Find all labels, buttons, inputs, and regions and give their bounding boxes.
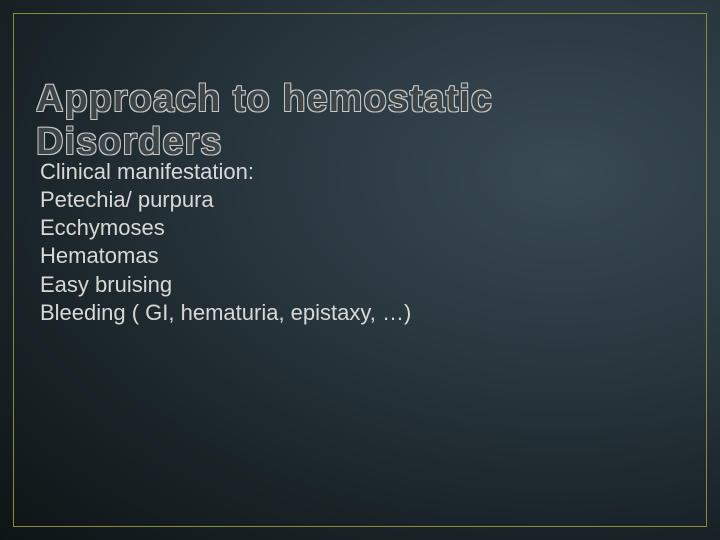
body-line: Easy bruising bbox=[40, 271, 680, 299]
body-line: Bleeding ( GI, hematuria, epistaxy, …) bbox=[40, 299, 680, 327]
body-line: Petechia/ purpura bbox=[40, 186, 680, 214]
body-line: Clinical manifestation: bbox=[40, 158, 680, 186]
slide: Approach to hemostatic Disorders Clinica… bbox=[0, 0, 720, 540]
body-line: Hematomas bbox=[40, 242, 680, 270]
body-line: Ecchymoses bbox=[40, 214, 680, 242]
slide-title: Approach to hemostatic Disorders bbox=[36, 78, 684, 164]
slide-body: Clinical manifestation: Petechia/ purpur… bbox=[40, 158, 680, 327]
